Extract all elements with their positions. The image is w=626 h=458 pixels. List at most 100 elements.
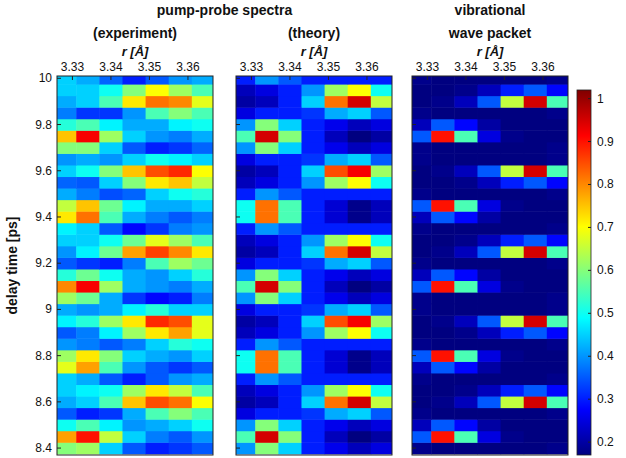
cell [236,373,256,385]
x-tick-label: 3.34 [454,60,478,74]
cell [524,211,548,223]
x-tick [72,76,73,80]
cell [431,396,455,408]
cell [192,304,213,316]
cell [192,327,213,339]
cell [301,269,325,281]
cell [192,223,213,235]
cell [412,442,432,454]
cell [547,153,568,165]
cell [76,84,100,96]
cell [192,211,213,223]
cell [325,257,349,269]
cell [547,327,568,339]
cell [236,442,256,454]
cell [76,246,100,258]
cell [524,234,548,246]
cell [278,350,302,362]
cell [99,350,123,362]
cell [169,200,193,212]
cell [371,211,392,223]
cell [57,361,77,373]
y-tick [236,355,240,356]
cell [454,385,478,397]
cell [76,442,100,454]
frame [57,76,213,455]
x-tick-label: 3.34 [278,60,302,74]
cell [278,281,302,293]
cell [431,223,455,235]
cell [454,442,478,454]
cell [412,76,432,85]
cell [169,419,193,431]
cell [477,327,501,339]
cell [412,269,432,281]
cell [236,188,256,200]
cell [371,442,392,454]
cell [547,361,568,373]
cell [325,234,349,246]
cell [255,257,279,269]
cell [192,234,213,246]
cell [524,119,548,131]
cell [192,76,213,85]
x-tick [251,76,252,80]
cell [325,315,349,327]
cell [477,361,501,373]
cell [99,76,123,85]
cell [431,165,455,177]
y-tick [57,216,61,217]
cell [454,165,478,177]
y-tick-label: 9.2 [35,256,52,270]
cell [146,338,170,350]
cell [192,292,213,304]
cell [236,165,256,177]
x-tick-label: 3.33 [416,60,440,74]
cell [454,431,478,443]
cell [76,338,100,350]
colorbar-tick-label: 1 [597,92,604,106]
cell [146,84,170,96]
cell [255,211,279,223]
cell [477,431,501,443]
cell [547,84,568,96]
cell [57,200,77,212]
cell [371,96,392,108]
cell [477,373,501,385]
cell [348,385,372,397]
cell [454,361,478,373]
cell [325,431,349,443]
cell [122,373,146,385]
cell [547,165,568,177]
cell [146,361,170,373]
cell [412,396,432,408]
cell [255,338,279,350]
cell [192,84,213,96]
cell [348,338,372,350]
cell [146,96,170,108]
cell [99,281,123,293]
cell [431,107,455,119]
cell [431,361,455,373]
cell [477,119,501,131]
cell [255,142,279,154]
cell [192,396,213,408]
chart: pump-probe spectra(experiment)r [Å]3.333… [0,0,626,458]
cell [146,419,170,431]
cell [501,315,525,327]
cell [371,431,392,443]
cell [255,223,279,235]
cell [76,269,100,281]
cell [524,257,548,269]
cell [57,338,77,350]
cell [348,269,372,281]
cell [477,315,501,327]
cell [371,119,392,131]
colorbar-tick-label: 0.8 [597,177,614,191]
cell [501,119,525,131]
cell [122,315,146,327]
cell [255,385,279,397]
cell [524,442,548,454]
cell [146,165,170,177]
cell [431,153,455,165]
